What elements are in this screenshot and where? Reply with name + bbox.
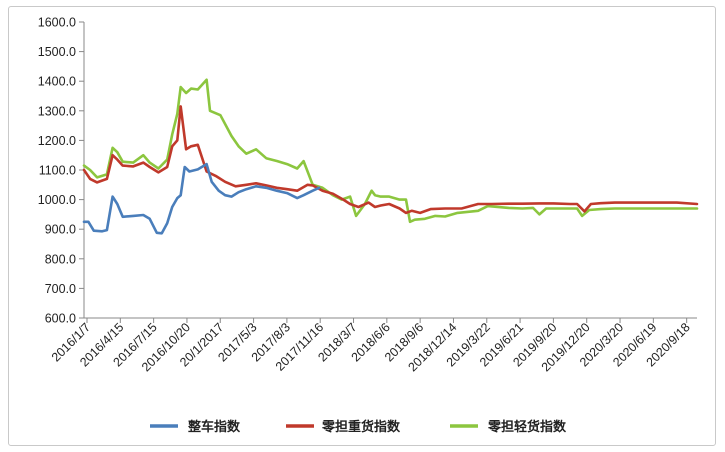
legend-label: 零担重货指数 — [321, 419, 401, 434]
legend-label: 零担轻货指数 — [487, 419, 567, 434]
legend: 整车指数 零担重货指数 零担轻货指数 — [150, 419, 567, 434]
series-lines — [82, 78, 699, 235]
y-tick-label: 1400.0 — [38, 75, 76, 89]
y-tick-label: 1300.0 — [38, 104, 76, 118]
y-tick-label: 900.0 — [45, 223, 76, 237]
series-line-2 — [82, 78, 699, 224]
x-axis-ticks — [86, 318, 688, 323]
y-tick-label: 600.0 — [45, 312, 76, 326]
y-tick-label: 800.0 — [45, 252, 76, 266]
y-tick-label: 1600.0 — [38, 16, 76, 30]
chart-frame — [8, 6, 716, 446]
legend-label: 整车指数 — [187, 419, 241, 434]
legend-item-0: 整车指数 — [150, 419, 241, 434]
y-tick-label: 1200.0 — [38, 134, 76, 148]
y-tick-label: 1000.0 — [38, 193, 76, 207]
y-tick-label: 700.0 — [45, 282, 76, 296]
legend-item-1: 零担重货指数 — [286, 419, 401, 434]
legend-item-2: 零担轻货指数 — [450, 419, 567, 434]
series-line-0 — [82, 162, 321, 235]
y-tick-label: 1500.0 — [38, 45, 76, 59]
y-axis-labels: 1600.0 1500.0 1400.0 1300.0 1200.0 1100.0 1000… — [38, 16, 76, 326]
y-tick-label: 1100.0 — [39, 164, 76, 178]
series-line-1 — [82, 105, 699, 215]
x-axis-labels: 2016/1/72016/4/152016/7/152016/10/2020/1… — [49, 320, 693, 374]
